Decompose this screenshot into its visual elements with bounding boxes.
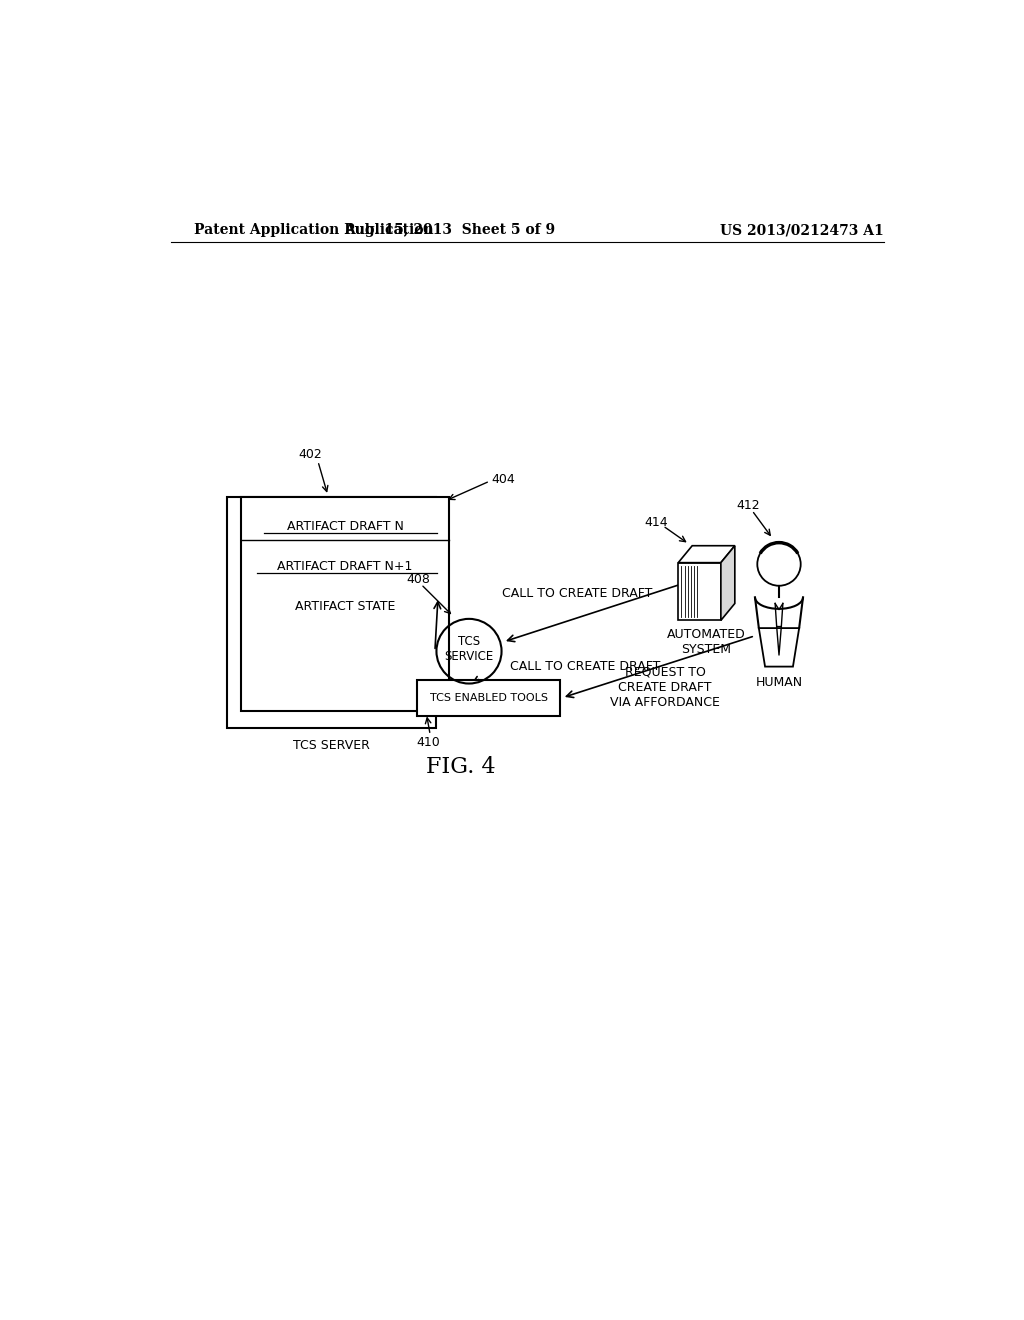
Text: 414: 414 <box>645 516 669 529</box>
Text: TCS ENABLED TOOLS: TCS ENABLED TOOLS <box>430 693 548 702</box>
Text: Aug. 15, 2013  Sheet 5 of 9: Aug. 15, 2013 Sheet 5 of 9 <box>344 223 555 238</box>
Text: ARTIFACT DRAFT N+1: ARTIFACT DRAFT N+1 <box>278 560 413 573</box>
Bar <box>227 498 436 729</box>
Text: Patent Application Publication: Patent Application Publication <box>194 223 433 238</box>
Text: TCS SERVER: TCS SERVER <box>294 739 371 751</box>
Text: 412: 412 <box>736 499 760 512</box>
Polygon shape <box>759 628 799 667</box>
Text: TCS
SERVICE: TCS SERVICE <box>444 635 494 663</box>
Bar <box>417 680 560 715</box>
Polygon shape <box>721 545 735 620</box>
Text: FIG. 4: FIG. 4 <box>426 755 496 777</box>
Text: 406: 406 <box>460 680 483 693</box>
Text: 404: 404 <box>492 473 515 486</box>
Text: US 2013/0212473 A1: US 2013/0212473 A1 <box>720 223 884 238</box>
Text: REQUEST TO
CREATE DRAFT
VIA AFFORDANCE: REQUEST TO CREATE DRAFT VIA AFFORDANCE <box>610 665 720 709</box>
Polygon shape <box>678 545 735 562</box>
Text: CALL TO CREATE DRAFT: CALL TO CREATE DRAFT <box>503 587 652 601</box>
Text: 402: 402 <box>298 449 322 462</box>
Text: ARTIFACT DRAFT N: ARTIFACT DRAFT N <box>287 520 403 533</box>
Text: 408: 408 <box>407 573 430 586</box>
Text: CALL TO CREATE DRAFT: CALL TO CREATE DRAFT <box>510 660 660 673</box>
Text: HUMAN: HUMAN <box>756 676 803 689</box>
Text: 410: 410 <box>417 737 440 750</box>
Text: AUTOMATED
SYSTEM: AUTOMATED SYSTEM <box>668 628 745 656</box>
Bar <box>241 498 449 711</box>
Text: ARTIFACT STATE: ARTIFACT STATE <box>295 601 395 612</box>
Bar <box>678 562 721 620</box>
